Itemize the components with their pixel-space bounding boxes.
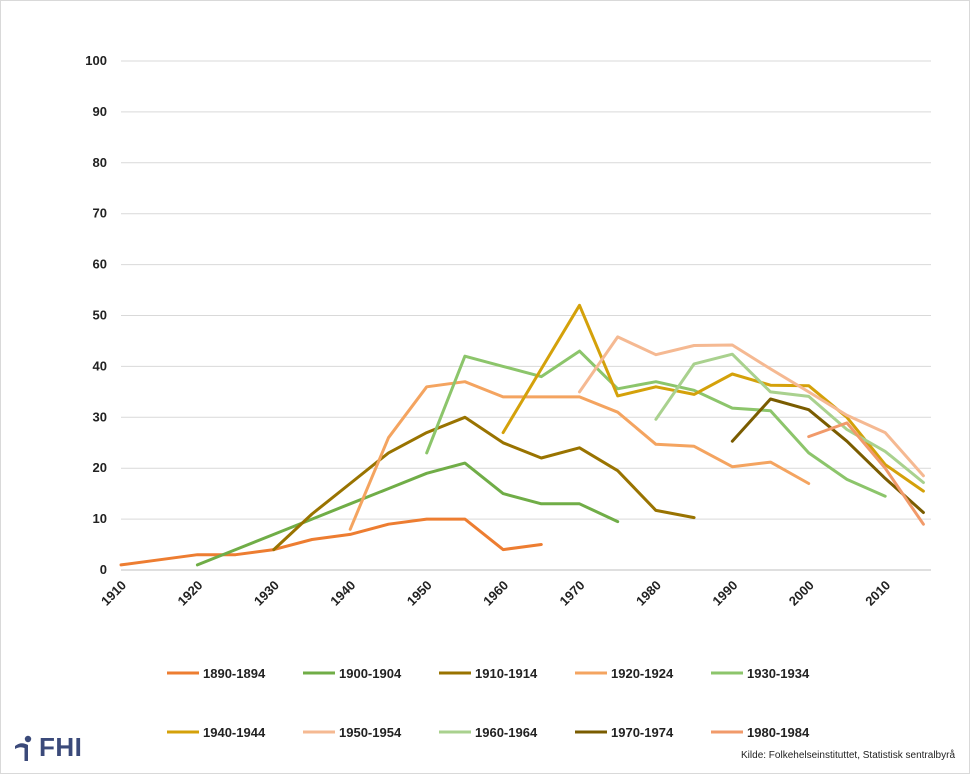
y-tick-label: 100 (85, 53, 107, 68)
series-line-1970-1974 (730, 397, 925, 514)
legend-label-1970-1974: 1970-1974 (611, 725, 674, 740)
y-tick-label: 10 (93, 511, 107, 526)
series-line-1940-1944 (501, 303, 925, 493)
x-tick-label: 1980 (633, 578, 664, 609)
legend-label-1890-1894: 1890-1894 (203, 666, 266, 681)
y-tick-label: 30 (93, 409, 107, 424)
x-tick-label: 2010 (862, 578, 893, 609)
x-tick-label: 1990 (709, 578, 740, 609)
y-tick-label: 0 (100, 562, 107, 577)
legend-label-1940-1944: 1940-1944 (203, 725, 266, 740)
series-line-1930-1934 (425, 349, 887, 498)
x-tick-label: 1910 (98, 578, 129, 609)
y-tick-label: 50 (93, 308, 107, 323)
x-tick-label: 1940 (327, 578, 358, 609)
x-tick-label: 1960 (480, 578, 511, 609)
y-tick-label: 80 (93, 155, 107, 170)
y-tick-label: 20 (93, 460, 107, 475)
series-line-1910-1914 (272, 415, 696, 552)
x-tick-label: 1930 (251, 578, 282, 609)
y-tick-label: 70 (93, 206, 107, 221)
source-note: Kilde: Folkehelseinstituttet, Statistisk… (741, 750, 955, 761)
series-line-1980-1984 (807, 421, 925, 526)
legend-label-1950-1954: 1950-1954 (339, 725, 402, 740)
legend-label-1920-1924: 1920-1924 (611, 666, 674, 681)
series-line-1950-1954 (578, 335, 925, 478)
series-line-1960-1964 (654, 352, 925, 484)
y-tick-label: 60 (93, 257, 107, 272)
fhi-logo: FHI (11, 732, 82, 763)
legend-label-1900-1904: 1900-1904 (339, 666, 402, 681)
fhi-logo-icon (15, 735, 32, 761)
x-tick-label: 2000 (786, 578, 817, 609)
legend-label-1930-1934: 1930-1934 (747, 666, 810, 681)
legend-label-1910-1914: 1910-1914 (475, 666, 538, 681)
y-tick-label: 90 (93, 104, 107, 119)
legend-label-1980-1984: 1980-1984 (747, 725, 810, 740)
x-tick-label: 1970 (557, 578, 588, 609)
series-line-1900-1904 (195, 461, 620, 567)
series-line-1920-1924 (348, 380, 811, 531)
logo-text: FHI (39, 732, 83, 762)
x-tick-label: 1950 (404, 578, 435, 609)
legend-label-1960-1964: 1960-1964 (475, 725, 538, 740)
y-tick-label: 40 (93, 358, 107, 373)
x-tick-label: 1920 (174, 578, 205, 609)
series-line-1890-1894 (119, 517, 543, 567)
